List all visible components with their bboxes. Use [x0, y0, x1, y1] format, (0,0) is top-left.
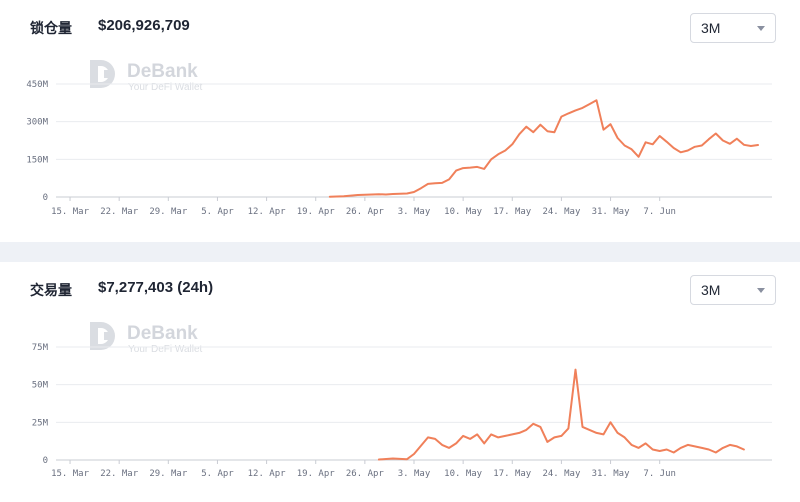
- x-tick-label: 26. Apr: [346, 469, 385, 479]
- tvl-chart: DeBank Your DeFi Wallet 0 150M 300M 450M 15…: [26, 60, 772, 217]
- volume-x-axis: 15. Mar 22. Mar 29. Mar 5. Apr 12. Apr 19. Ap…: [51, 460, 676, 479]
- watermark-tagline: Your DeFi Wallet: [128, 344, 203, 355]
- y-tick-label: 150M: [26, 155, 48, 165]
- volume-panel: 交易量 $7,277,403 (24h) 3M DeBank Your DeFi…: [0, 262, 800, 502]
- volume-grid: [56, 346, 772, 461]
- volume-series-line: [377, 368, 745, 461]
- x-tick-label: 12. Apr: [248, 207, 287, 217]
- volume-y-axis: 0 25M 50M 75M: [32, 343, 49, 466]
- y-tick-label: 300M: [26, 118, 48, 128]
- debank-logo-icon: [90, 322, 115, 350]
- x-tick-label: 5. Apr: [201, 207, 234, 217]
- x-tick-label: 10. May: [444, 207, 483, 217]
- tvl-y-axis: 0 150M 300M 450M: [26, 80, 48, 203]
- y-tick-label: 25M: [32, 418, 49, 428]
- x-tick-label: 17. May: [493, 469, 532, 479]
- y-tick-label: 0: [43, 456, 48, 466]
- y-tick-label: 50M: [32, 381, 49, 391]
- x-tick-label: 10. May: [444, 469, 483, 479]
- x-tick-label: 29. Mar: [149, 207, 188, 217]
- x-tick-label: 7. Jun: [643, 469, 676, 479]
- y-tick-label: 450M: [26, 80, 48, 90]
- volume-range-select[interactable]: 3M: [690, 275, 776, 305]
- x-tick-label: 24. May: [542, 469, 581, 479]
- x-tick-label: 22. Mar: [100, 207, 139, 217]
- volume-value: $7,277,403 (24h): [98, 279, 214, 296]
- x-tick-label: 26. Apr: [346, 207, 385, 217]
- debank-logo-icon: [90, 60, 115, 88]
- tvl-range-select[interactable]: 3M: [690, 13, 776, 43]
- x-tick-label: 3. May: [398, 207, 431, 217]
- chevron-down-icon: [757, 288, 765, 293]
- x-tick-label: 22. Mar: [100, 469, 139, 479]
- x-tick-label: 15. Mar: [51, 207, 90, 217]
- x-tick-label: 7. Jun: [643, 207, 676, 217]
- x-tick-label: 31. May: [592, 469, 631, 479]
- tvl-series-line: [328, 99, 759, 198]
- chart-watermark: DeBank Your DeFi Wallet: [90, 60, 203, 93]
- volume-range-label: 3M: [701, 282, 721, 298]
- volume-title: 交易量: [30, 283, 72, 299]
- watermark-tagline: Your DeFi Wallet: [128, 82, 203, 93]
- watermark-name: DeBank: [127, 323, 198, 344]
- y-tick-label: 0: [43, 193, 48, 203]
- x-tick-label: 5. Apr: [201, 469, 234, 479]
- y-tick-label: 75M: [32, 343, 49, 353]
- x-tick-label: 29. Mar: [149, 469, 188, 479]
- tvl-value: $206,926,709: [98, 17, 190, 34]
- x-tick-label: 19. Apr: [297, 469, 336, 479]
- x-tick-label: 24. May: [542, 207, 581, 217]
- x-tick-label: 3. May: [398, 469, 431, 479]
- x-tick-label: 31. May: [592, 207, 631, 217]
- chart-watermark: DeBank Your DeFi Wallet: [90, 322, 203, 355]
- x-tick-label: 12. Apr: [248, 469, 287, 479]
- panel-divider: [0, 242, 800, 262]
- watermark-name: DeBank: [127, 61, 198, 82]
- chevron-down-icon: [757, 26, 765, 31]
- x-tick-label: 15. Mar: [51, 469, 90, 479]
- tvl-range-label: 3M: [701, 20, 721, 36]
- volume-chart: DeBank Your DeFi Wallet 0 25M 50M 75M 15. M…: [32, 322, 772, 479]
- tvl-panel: 锁仓量 $206,926,709 3M DeBank Your DeFi Wal…: [0, 0, 800, 242]
- x-tick-label: 17. May: [493, 207, 532, 217]
- tvl-x-axis: 15. Mar 22. Mar 29. Mar 5. Apr 12. Apr 19. Ap…: [51, 197, 676, 217]
- tvl-title: 锁仓量: [30, 21, 72, 37]
- x-tick-label: 19. Apr: [297, 207, 336, 217]
